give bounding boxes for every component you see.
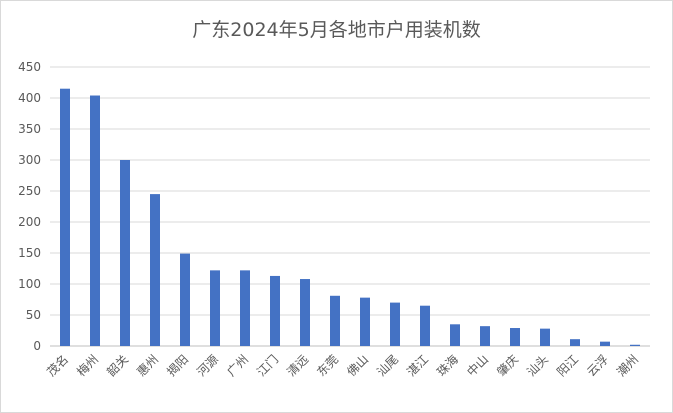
bar (450, 324, 460, 346)
x-tick-label: 惠州 (134, 352, 161, 379)
x-tick-label: 汕头 (524, 352, 551, 379)
bar (600, 341, 610, 346)
x-tick-label: 阳江 (554, 352, 581, 379)
y-tick-label: 400 (18, 91, 41, 105)
y-tick-label: 350 (18, 122, 41, 136)
bar (90, 95, 100, 347)
y-tick-label: 100 (18, 277, 41, 291)
x-tick-label: 广州 (224, 352, 251, 379)
x-tick-label: 珠海 (434, 352, 462, 380)
x-tick-label: 江门 (254, 352, 282, 380)
chart-title: 广东2024年5月各地市户用装机数 (192, 19, 481, 41)
x-tick-label: 中山 (464, 352, 492, 380)
bar (300, 279, 310, 346)
gridlines (50, 66, 650, 347)
bar (180, 253, 190, 346)
x-axis-labels: 茂名 梅州 韶关 惠州 揭阳 河源 广州 江门 清远 东莞 佛山 汕尾 湛江 珠海 中山 肇庆 汕头 阳江 云浮 潮州 (44, 352, 642, 380)
x-tick-label: 汕尾 (374, 352, 401, 379)
bars (60, 88, 640, 347)
y-tick-label: 200 (18, 215, 41, 229)
x-tick-label: 佛山 (344, 352, 371, 379)
y-tick-label: 150 (18, 246, 41, 260)
x-tick-label: 云浮 (584, 352, 611, 379)
y-tick-label: 250 (18, 184, 41, 198)
bar (60, 88, 70, 346)
x-tick-label: 肇庆 (494, 352, 522, 380)
x-tick-label: 潮州 (614, 352, 642, 380)
x-tick-label: 东莞 (314, 352, 341, 379)
bar (330, 295, 340, 346)
x-tick-label: 清远 (284, 352, 311, 379)
bar (570, 339, 580, 346)
bar (540, 328, 550, 346)
bar (210, 270, 220, 346)
x-tick-label: 梅州 (74, 352, 102, 380)
y-axis-ticks: 0 50 100 150 200 250 300 350 400 450 (18, 60, 41, 353)
bar (480, 326, 490, 346)
y-tick-label: 300 (18, 153, 41, 167)
bar (630, 344, 640, 346)
bar (270, 275, 280, 346)
bar (420, 305, 430, 346)
x-tick-label: 河源 (194, 352, 221, 379)
x-tick-label: 湛江 (404, 352, 431, 379)
bar (150, 194, 160, 346)
x-tick-label: 茂名 (44, 352, 72, 380)
bar (390, 302, 400, 346)
y-tick-label: 450 (18, 60, 41, 74)
bar (360, 297, 370, 346)
bar (510, 328, 520, 346)
y-tick-label: 50 (26, 308, 41, 322)
bar (240, 270, 250, 346)
bar (120, 160, 130, 346)
x-tick-label: 韶关 (104, 352, 132, 380)
x-tick-label: 揭阳 (164, 352, 192, 380)
y-tick-label: 0 (33, 339, 41, 353)
